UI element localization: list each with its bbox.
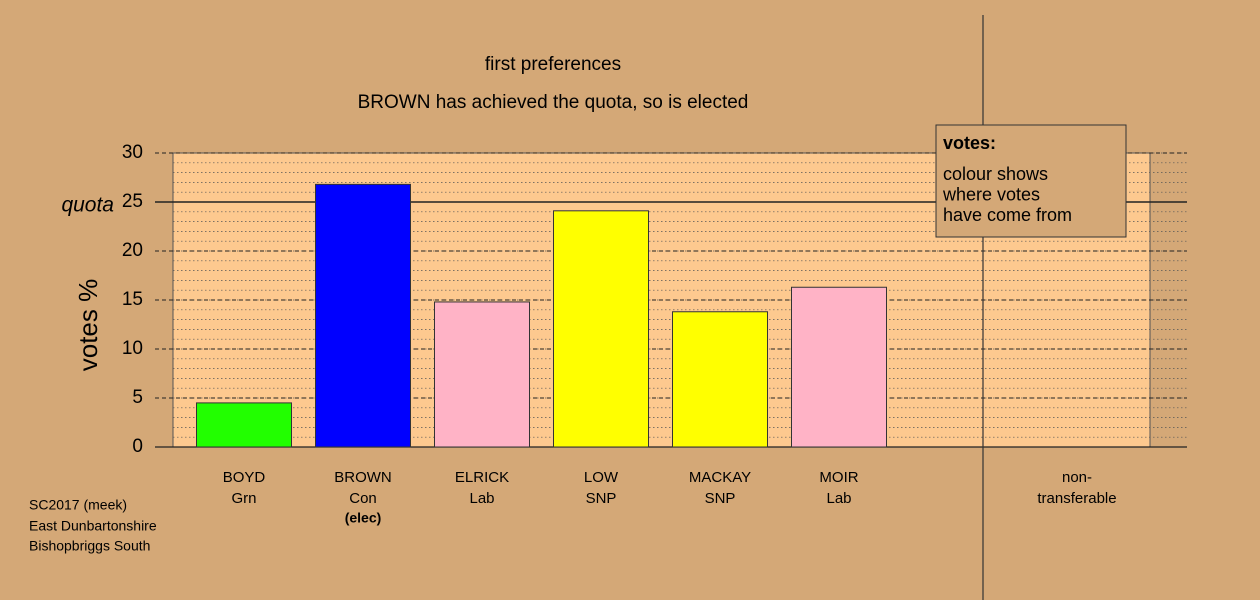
party-label: SNP bbox=[586, 490, 617, 507]
chart-title: first preferences bbox=[485, 54, 621, 75]
y-tick-label: 30 bbox=[122, 142, 143, 163]
footer-text: East Dunbartonshire bbox=[29, 518, 157, 534]
bar bbox=[672, 311, 768, 448]
chart-subtitle: BROWN has achieved the quota, so is elec… bbox=[358, 92, 749, 113]
y-axis-label: votes % bbox=[73, 279, 103, 372]
footer-text: SC2017 (meek) bbox=[29, 497, 127, 513]
y-tick-label: 15 bbox=[122, 289, 143, 310]
footer-text: Bishopbriggs South bbox=[29, 538, 150, 554]
y-tick-label: 5 bbox=[132, 387, 143, 408]
legend-text: colour shows bbox=[943, 164, 1048, 184]
party-label: Lab bbox=[469, 490, 494, 507]
x-tick-label: transferable bbox=[1037, 490, 1116, 507]
x-tick-label: BROWN bbox=[334, 469, 392, 486]
y-tick-label: 25 bbox=[122, 191, 143, 212]
quota-label: quota bbox=[61, 194, 114, 217]
x-tick-label: non- bbox=[1062, 469, 1092, 486]
x-tick-label: MOIR bbox=[819, 469, 858, 486]
party-label: Con bbox=[349, 490, 377, 507]
bar bbox=[553, 210, 649, 448]
bar bbox=[791, 286, 887, 448]
bar bbox=[434, 301, 530, 448]
x-tick-label: MACKAY bbox=[689, 469, 751, 486]
y-tick-label: 0 bbox=[132, 436, 143, 457]
x-tick-label: LOW bbox=[584, 469, 619, 486]
x-tick-label: ELRICK bbox=[455, 469, 509, 486]
legend-box bbox=[935, 124, 1127, 238]
legend-title: votes: bbox=[943, 133, 996, 153]
legend-text: have come from bbox=[943, 205, 1072, 225]
party-label: Grn bbox=[231, 490, 256, 507]
y-tick-label: 20 bbox=[122, 240, 143, 261]
elected-label: (elec) bbox=[345, 510, 382, 526]
party-label: SNP bbox=[705, 490, 736, 507]
party-label: Lab bbox=[826, 490, 851, 507]
y-tick-label: 10 bbox=[122, 338, 143, 359]
x-tick-label: BOYD bbox=[223, 469, 266, 486]
legend-text: where votes bbox=[942, 184, 1040, 204]
bar bbox=[196, 402, 292, 448]
bar bbox=[315, 183, 411, 448]
